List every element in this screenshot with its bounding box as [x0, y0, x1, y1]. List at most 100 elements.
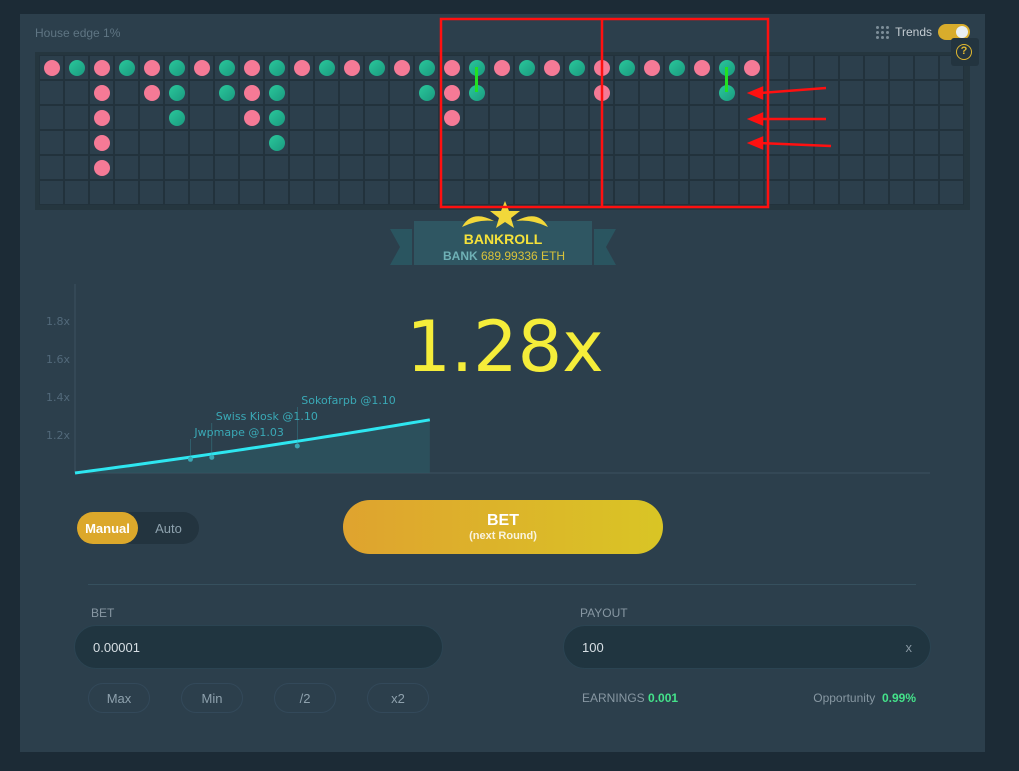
bank-value: 689.99336 ETH	[481, 249, 565, 263]
grid-cell	[664, 180, 689, 205]
grid-cell	[664, 105, 689, 130]
grid-cell	[614, 155, 639, 180]
grid-cell	[114, 155, 139, 180]
grid-cell	[214, 180, 239, 205]
grid-cell	[514, 180, 539, 205]
grid-cell	[89, 80, 114, 105]
grid-cell	[139, 105, 164, 130]
grid-cell	[414, 155, 439, 180]
help-icon: ?	[956, 44, 972, 60]
win-dot	[469, 85, 485, 101]
win-dot	[169, 60, 185, 76]
loss-dot	[494, 60, 510, 76]
opportunity-value: 0.99%	[881, 691, 916, 705]
grid-cell	[289, 55, 314, 80]
grid-cell	[514, 80, 539, 105]
grid-cell	[239, 80, 264, 105]
grid-cell	[814, 80, 839, 105]
grid-cell	[289, 80, 314, 105]
player-cashout-label: Jwpmape @1.03	[193, 426, 283, 439]
bet-button-sub: (next Round)	[469, 530, 537, 542]
x-tick-label: 0	[72, 477, 79, 479]
trends-toggle[interactable]	[938, 24, 970, 40]
grid-cell	[314, 80, 339, 105]
grid-cell	[539, 180, 564, 205]
grid-cell	[714, 105, 739, 130]
grid-cell	[889, 55, 914, 80]
grid-cell	[464, 130, 489, 155]
grid-cell	[664, 80, 689, 105]
payout-input[interactable]: 100 x	[563, 625, 931, 669]
mode-switch[interactable]: Manual Auto	[77, 512, 199, 544]
trends-label: Trends	[895, 25, 932, 39]
loss-dot	[344, 60, 360, 76]
grid-cell	[189, 80, 214, 105]
grid-cell	[439, 80, 464, 105]
grid-cell	[889, 105, 914, 130]
grid-cell	[564, 80, 589, 105]
double-button[interactable]: x2	[367, 683, 429, 713]
win-dot	[319, 60, 335, 76]
win-dot	[269, 135, 285, 151]
grid-cell	[914, 155, 939, 180]
loss-dot	[144, 60, 160, 76]
half-button[interactable]: /2	[274, 683, 336, 713]
y-tick-label: 1.4x	[46, 391, 70, 404]
annotation-arrows	[746, 86, 832, 150]
grid-cell	[864, 130, 889, 155]
grid-cell	[664, 55, 689, 80]
grid-cell	[114, 105, 139, 130]
grid-cell	[689, 105, 714, 130]
bet-button[interactable]: BET (next Round)	[343, 500, 663, 554]
loss-dot	[94, 135, 110, 151]
bankroll-title: BANKROLL	[464, 231, 543, 247]
grid-cell	[89, 55, 114, 80]
bet-amount-input[interactable]: 0.00001	[74, 625, 443, 669]
grid-cell	[214, 130, 239, 155]
grid-cell	[39, 80, 64, 105]
grid-dots-icon	[876, 25, 890, 39]
grid-cell	[639, 80, 664, 105]
grid-cell	[439, 155, 464, 180]
earnings: EARNINGS 0.001	[582, 691, 678, 705]
grid-cell	[264, 80, 289, 105]
grid-cell	[664, 155, 689, 180]
grid-cell	[64, 130, 89, 155]
help-button[interactable]: ?	[951, 38, 979, 66]
grid-cell	[464, 180, 489, 205]
grid-cell	[489, 155, 514, 180]
trends-control[interactable]: Trends	[876, 24, 970, 40]
player-cashout-dot	[294, 443, 300, 449]
grid-cell	[614, 80, 639, 105]
loss-dot	[294, 60, 310, 76]
win-dot	[169, 85, 185, 101]
grid-cell	[264, 155, 289, 180]
grid-cell	[814, 55, 839, 80]
grid-cell	[389, 55, 414, 80]
grid-cell	[314, 105, 339, 130]
grid-cell	[639, 130, 664, 155]
crash-chart: 0 2 4 6 8 1.2x 1.4x 1.6x 1.8x Jwpmape @1.03 Swiss …	[46, 284, 930, 479]
loss-dot	[194, 60, 210, 76]
win-dot	[269, 110, 285, 126]
win-dot	[219, 60, 235, 76]
grid-cell	[564, 155, 589, 180]
annotation-box	[439, 17, 770, 209]
mode-auto-tab[interactable]: Auto	[155, 520, 182, 536]
grid-cell	[814, 180, 839, 205]
y-tick-label: 1.2x	[46, 429, 70, 442]
grid-cell	[914, 130, 939, 155]
grid-cell	[339, 180, 364, 205]
payout-suffix: x	[905, 639, 913, 655]
min-button[interactable]: Min	[181, 683, 243, 713]
max-button[interactable]: Max	[88, 683, 150, 713]
multiplier-curve	[74, 418, 431, 475]
win-dot	[219, 85, 235, 101]
mode-manual-tab[interactable]: Manual	[77, 512, 138, 544]
grid-cell	[714, 155, 739, 180]
grid-cell	[64, 80, 89, 105]
grid-cell	[889, 80, 914, 105]
grid-cell	[639, 155, 664, 180]
player-cashout-dot	[209, 454, 215, 460]
payout-value: 100	[582, 639, 604, 655]
